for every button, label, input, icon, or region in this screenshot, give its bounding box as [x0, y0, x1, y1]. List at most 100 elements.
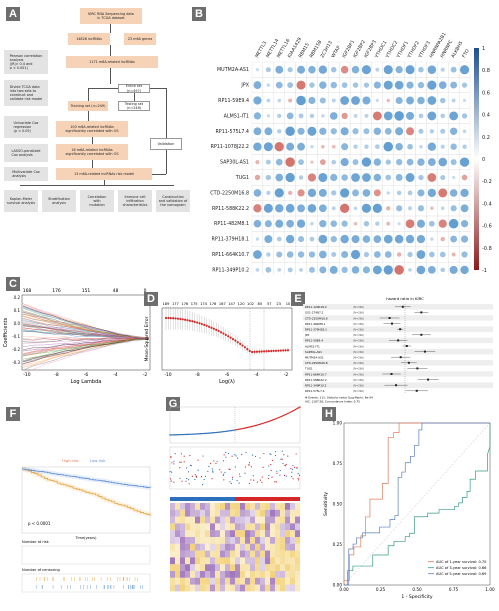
- x-tick-label: -6: [225, 372, 230, 378]
- expression-heatmap-cell: [195, 537, 200, 544]
- expression-heatmap-cell: [280, 537, 285, 544]
- survival-status-point: [185, 480, 187, 482]
- risk-score-point: [188, 433, 191, 436]
- risk-score-point: [290, 411, 292, 413]
- mse-point: [176, 317, 180, 320]
- expression-heatmap-cell: [200, 564, 205, 571]
- heatmap-dot: [416, 265, 426, 275]
- heatmap-dot: [341, 266, 348, 274]
- forest-row-bg: [303, 388, 493, 394]
- expression-heatmap-cell: [240, 516, 245, 524]
- forest-point: [388, 317, 391, 319]
- risk-score-point: [297, 407, 299, 409]
- coefficient-path: [22, 337, 150, 357]
- panel-a: A KIRC RNA Sequencing data in TCGA datas…: [0, 0, 190, 215]
- survival-status-point: [291, 468, 294, 470]
- risk-score-point: [247, 426, 250, 428]
- coefficient-path: [22, 303, 150, 339]
- heatmap-dot: [452, 175, 456, 180]
- expression-heatmap-cell: [225, 584, 230, 592]
- expression-heatmap-cell: [255, 530, 260, 537]
- mse-point: [193, 320, 196, 323]
- panel-h: H 0.00 0.25 0.50 0.75 1.00 0.00 0.25 0.50 0.75 1.…: [318, 405, 499, 611]
- heatmap-dot: [285, 172, 295, 183]
- heatmap-dot: [297, 251, 305, 258]
- forest-point: [391, 322, 394, 325]
- expression-heatmap-cell: [250, 584, 255, 592]
- survival-status-point: [216, 460, 218, 462]
- forest-point: [395, 384, 398, 387]
- heatmap-row-label: RP11-349P10.2: [212, 267, 249, 273]
- risk-score-point: [220, 431, 223, 433]
- heatmap-row-label: SAP30L-AS1: [220, 160, 249, 166]
- mse-point: [212, 327, 215, 330]
- flow-bottom-2: Stratification analysis: [42, 190, 76, 212]
- risk-score-point: [252, 425, 254, 427]
- heatmap-dot: [362, 266, 371, 274]
- panel-g-label: G: [166, 397, 180, 411]
- heatmap-legend-tick: -1: [482, 268, 487, 274]
- flow-validation: Validation: [150, 138, 182, 150]
- expression-heatmap-cell: [290, 584, 295, 592]
- expression-heatmap-cell: [275, 509, 280, 517]
- heatmap-dot: [341, 174, 348, 181]
- expression-heatmap-cell: [175, 557, 180, 565]
- expression-heatmap-cell: [270, 523, 275, 531]
- risk-score-point: [251, 425, 253, 428]
- heatmap-dot: [395, 158, 403, 166]
- expression-heatmap-cell: [190, 577, 195, 585]
- heatmap-dot: [406, 111, 415, 120]
- expression-heatmap-cell: [200, 571, 205, 578]
- km-censor-title: Number of censoring: [22, 568, 60, 572]
- flow-connector: [92, 137, 93, 144]
- heatmap-dot: [318, 188, 327, 197]
- expression-heatmap-cell: [270, 571, 275, 578]
- expression-heatmap-cell: [230, 537, 235, 544]
- expression-heatmap-cell: [195, 584, 200, 592]
- heatmap-dot: [287, 267, 293, 273]
- heatmap-dot: [408, 206, 413, 211]
- expression-heatmap-cell: [235, 543, 240, 551]
- heatmap-dot: [383, 141, 394, 152]
- heatmap-dot: [430, 206, 434, 211]
- x-axis-label: Log Lambda: [71, 379, 102, 385]
- expression-heatmap-cell: [290, 577, 295, 585]
- expression-heatmap-cell: [260, 584, 265, 592]
- heatmap-dot: [408, 268, 412, 272]
- x-tick-label: -4: [254, 372, 259, 378]
- expression-heatmap-cell: [250, 509, 255, 517]
- survival-status-point: [263, 452, 265, 455]
- expression-heatmap-cell: [215, 584, 220, 592]
- expression-heatmap-cell: [200, 550, 205, 558]
- survival-status-point: [207, 470, 209, 473]
- forest-point: [423, 350, 426, 353]
- expression-heatmap-cell: [275, 516, 280, 524]
- heatmap-dot: [266, 98, 271, 103]
- expression-heatmap-cell: [210, 564, 215, 571]
- heatmap-dot: [288, 190, 293, 196]
- expression-heatmap-cell: [285, 516, 290, 524]
- flow-multicox-side: Multivariate Cox analysis: [4, 167, 48, 181]
- risk-score-point: [192, 433, 194, 435]
- risk-score-point: [231, 429, 233, 432]
- expression-heatmap-cell: [280, 564, 285, 571]
- risk-score-point: [237, 428, 239, 431]
- heatmap-dot: [395, 66, 403, 74]
- expression-heatmap-cell: [280, 557, 285, 565]
- survival-status-point: [259, 457, 261, 459]
- heatmap-dot: [318, 204, 327, 213]
- expression-heatmap-cell: [215, 543, 220, 551]
- flow-lasso-result: 16 m6A-related lncRNAs significantly cor…: [56, 144, 128, 160]
- survival-status-point: [295, 453, 297, 455]
- survival-status-point: [230, 482, 232, 485]
- heatmap-row-label: RP11-1078J22.2: [211, 144, 249, 150]
- heatmap-row-label: RP11-588K22.2: [212, 206, 249, 212]
- heatmap-cell: [458, 262, 471, 275]
- risk-score-point: [225, 430, 227, 433]
- expression-heatmap-cell: [210, 577, 215, 585]
- forest-point: [416, 367, 419, 370]
- expression-heatmap-cell: [195, 503, 200, 510]
- survival-status-point: [234, 454, 236, 456]
- roc-legend-label: AUC of 1-year survival: 0.70: [436, 560, 487, 564]
- expression-heatmap-cell: [260, 503, 265, 510]
